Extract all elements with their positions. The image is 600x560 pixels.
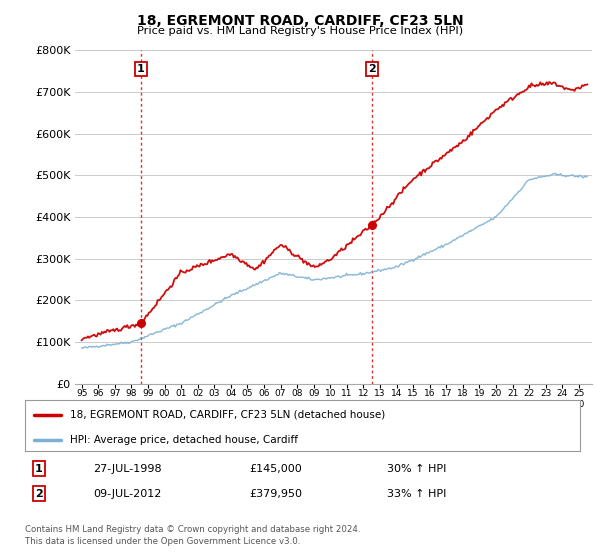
Text: 2: 2 (35, 489, 43, 499)
Text: HPI: Average price, detached house, Cardiff: HPI: Average price, detached house, Card… (70, 435, 298, 445)
Text: Contains HM Land Registry data © Crown copyright and database right 2024.
This d: Contains HM Land Registry data © Crown c… (25, 525, 361, 546)
Text: 18, EGREMONT ROAD, CARDIFF, CF23 5LN (detached house): 18, EGREMONT ROAD, CARDIFF, CF23 5LN (de… (70, 409, 385, 419)
Text: 18, EGREMONT ROAD, CARDIFF, CF23 5LN: 18, EGREMONT ROAD, CARDIFF, CF23 5LN (137, 14, 463, 28)
Text: 30% ↑ HPI: 30% ↑ HPI (387, 464, 446, 474)
Text: 27-JUL-1998: 27-JUL-1998 (93, 464, 161, 474)
Text: 33% ↑ HPI: 33% ↑ HPI (387, 489, 446, 499)
Text: Price paid vs. HM Land Registry's House Price Index (HPI): Price paid vs. HM Land Registry's House … (137, 26, 463, 36)
Text: £379,950: £379,950 (249, 489, 302, 499)
Text: 1: 1 (35, 464, 43, 474)
Text: £145,000: £145,000 (249, 464, 302, 474)
Text: 09-JUL-2012: 09-JUL-2012 (93, 489, 161, 499)
Text: 2: 2 (368, 64, 376, 74)
Text: 1: 1 (137, 64, 145, 74)
